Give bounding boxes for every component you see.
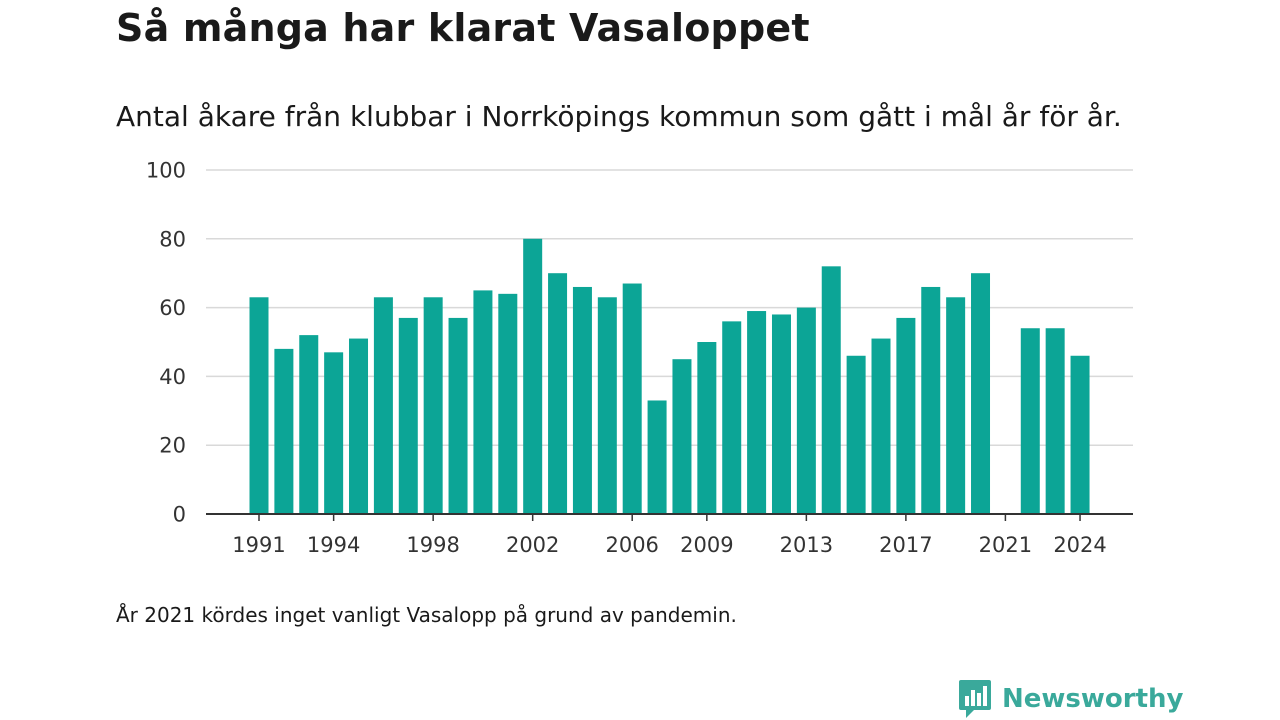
bar-1991	[249, 297, 269, 514]
x-axis-labels: 1991 1994 1998 2002 2006 2009 2013 2017 2021 2024	[232, 533, 1106, 557]
x-axis	[206, 513, 1133, 521]
footnote: År 2021 kördes inget vanligt Vasalopp på…	[116, 603, 737, 627]
x-tick-label: 2006	[605, 533, 658, 557]
y-tick-label: 0	[173, 503, 186, 527]
bar-1995	[349, 338, 369, 514]
x-tick-label: 2024	[1053, 533, 1106, 557]
bar-1994	[324, 352, 344, 514]
bar-1993	[299, 335, 319, 514]
bar-chart: 0 20 40 60 80 100 1991 1994 1998 2002 2006 2009 201…	[146, 159, 1133, 557]
bar-2004	[572, 286, 592, 514]
bar-2022	[1020, 328, 1040, 514]
bar-2018	[921, 286, 941, 514]
bar-2006	[622, 283, 642, 514]
bar-1999	[448, 317, 468, 514]
bar-2020	[971, 273, 991, 514]
bar-2009	[697, 342, 717, 514]
bar-2005	[597, 297, 617, 514]
x-tick-label: 2021	[979, 533, 1032, 557]
bar-chart-speech-bubble-icon	[959, 680, 991, 718]
y-tick-label: 40	[159, 365, 186, 389]
chart-title: Så många har klarat Vasaloppet	[116, 6, 810, 50]
bar-2008	[672, 359, 692, 514]
bar-2012	[771, 314, 791, 514]
bar-2019	[946, 297, 966, 514]
brand-name: Newsworthy	[1002, 684, 1184, 714]
bar-2001	[498, 293, 518, 514]
bars	[249, 238, 1090, 515]
bar-2002	[523, 238, 543, 515]
bar-2013	[796, 307, 816, 514]
y-tick-label: 20	[159, 434, 186, 458]
bar-1992	[274, 348, 294, 514]
bar-2007	[647, 400, 667, 514]
x-tick-label: 2009	[680, 533, 733, 557]
bar-1997	[398, 317, 418, 514]
y-tick-label: 80	[159, 227, 186, 251]
y-axis-labels: 0 20 40 60 80 100	[146, 159, 186, 527]
bar-1998	[423, 297, 443, 514]
y-tick-label: 100	[146, 159, 186, 183]
bar-2016	[871, 338, 891, 514]
bar-2011	[747, 311, 767, 514]
gridlines	[206, 169, 1133, 446]
bar-2014	[821, 266, 841, 514]
x-tick-label: 2002	[506, 533, 559, 557]
x-tick-label: 2017	[879, 533, 932, 557]
bar-2003	[548, 273, 568, 514]
x-tick-label: 1994	[307, 533, 360, 557]
y-tick-label: 60	[159, 296, 186, 320]
bar-2000	[473, 290, 493, 514]
brand-logo: Newsworthy	[958, 678, 1183, 720]
x-tick-label: 2013	[780, 533, 833, 557]
bar-2015	[846, 355, 866, 514]
bar-2023	[1045, 328, 1065, 514]
bar-2010	[722, 321, 742, 514]
bar-2024	[1070, 355, 1090, 514]
x-tick-label: 1991	[232, 533, 285, 557]
bar-1996	[373, 297, 393, 514]
bar-2017	[896, 317, 916, 514]
x-tick-label: 1998	[406, 533, 459, 557]
chart-subtitle: Antal åkare från klubbar i Norrköpings k…	[116, 100, 1122, 133]
